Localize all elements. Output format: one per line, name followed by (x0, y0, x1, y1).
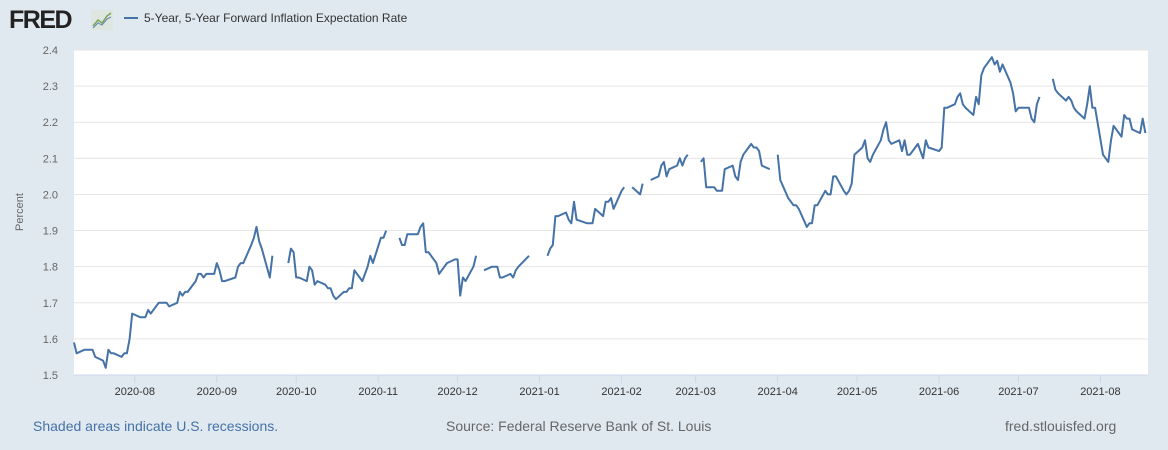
fred-site-link[interactable]: fred.stlouisfed.org (1005, 418, 1117, 434)
y-tick-label: 1.7 (43, 298, 58, 310)
y-tick-label: 2.2 (43, 117, 58, 129)
y-tick-label: 2.0 (43, 189, 58, 201)
series-line-segment (776, 56, 1041, 228)
series-line-segment (700, 142, 771, 192)
y-tick-label: 1.9 (43, 226, 58, 238)
x-tick-label: 2021-07 (998, 386, 1038, 398)
source-text: Source: Federal Reserve Bank of St. Loui… (446, 418, 712, 434)
y-tick-label: 1.8 (43, 262, 58, 274)
x-tick-label: 2020-11 (358, 386, 398, 398)
x-tick-label: 2020-12 (437, 386, 477, 398)
series-line-segment (546, 186, 626, 257)
series-line-segment (483, 255, 530, 279)
x-tick-label: 2021-03 (675, 386, 715, 398)
y-axis-label: Percent (14, 193, 26, 231)
legend[interactable]: 5-Year, 5-Year Forward Inflation Expecta… (124, 11, 407, 25)
x-tick-label: 2021-08 (1080, 386, 1120, 398)
x-tick-label: 2021-01 (519, 386, 559, 398)
legend-label: 5-Year, 5-Year Forward Inflation Expecta… (144, 11, 408, 25)
fred-chart-icon (91, 10, 113, 30)
series-line-segment (650, 154, 689, 181)
y-tick-label: 2.4 (43, 45, 58, 57)
line-chart: 1.5 1.6 1.7 1.8 1.9 2.0 2.1 2.2 2.3 2.4 2020-08 20… (14, 45, 1148, 398)
y-tick-label: 2.3 (43, 81, 58, 93)
legend-line-swatch (124, 17, 138, 19)
plot-area (74, 50, 1148, 375)
series-line-segment (631, 183, 644, 196)
x-tick-label: 2020-09 (197, 386, 237, 398)
y-tick-label: 1.5 (43, 370, 58, 382)
y-tick-label: 1.6 (43, 334, 58, 346)
y-tick-label: 2.1 (43, 153, 58, 165)
x-tick-label: 2021-05 (837, 386, 877, 398)
x-tick-label: 2020-10 (276, 386, 316, 398)
series-line-segment (398, 222, 478, 297)
fred-logo[interactable]: FRED (9, 6, 73, 34)
series-line-segment (1051, 78, 1147, 163)
series-line-segment (287, 230, 388, 301)
x-tick-label: 2021-06 (919, 386, 959, 398)
series-line-segment (73, 225, 274, 369)
x-tick-label: 2021-02 (601, 386, 641, 398)
x-tick-label: 2020-08 (115, 386, 155, 398)
recession-note-link[interactable]: Shaded areas indicate U.S. recessions. (33, 418, 279, 434)
x-tick-label: 2021-04 (757, 386, 797, 398)
